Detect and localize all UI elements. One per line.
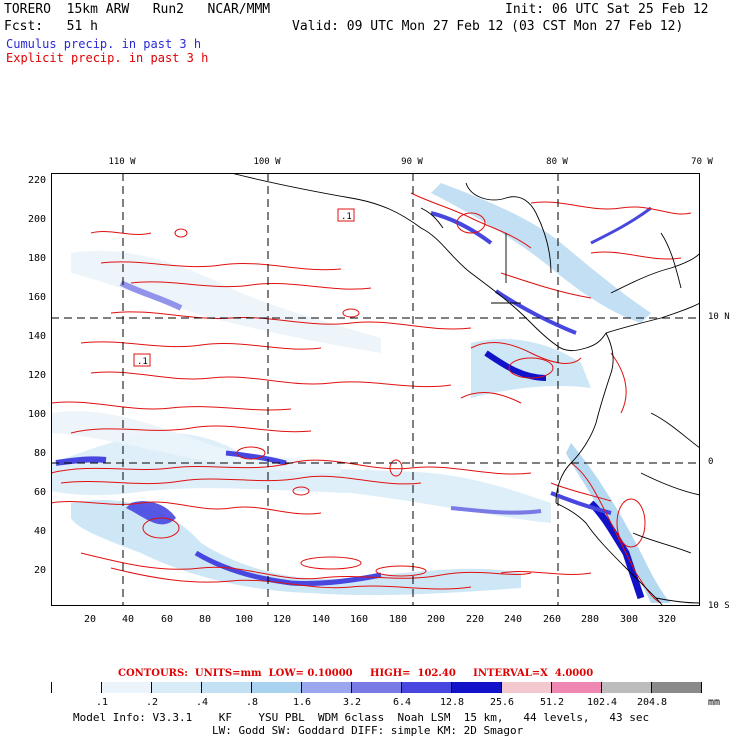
x-tick: 160: [349, 614, 369, 625]
y-tick: 100: [27, 409, 46, 420]
colorbar-value: 102.4: [586, 697, 618, 708]
x-tick: 120: [272, 614, 292, 625]
model-info: Model Info: V3.3.1 KF YSU PBL WDM 6class…: [73, 711, 650, 724]
lat-label-10s: 10 S: [708, 601, 730, 611]
valid-time: Valid: 09 UTC Mon 27 Feb 12 (03 CST Mon …: [292, 19, 684, 34]
y-tick: 20: [33, 565, 46, 576]
x-tick: 20: [83, 614, 97, 625]
colorbar-swatch: [302, 682, 352, 693]
colorbar-value: 3.2: [342, 697, 362, 708]
x-tick: 200: [426, 614, 446, 625]
y-tick: 80: [33, 448, 46, 459]
colorbar-swatch: [202, 682, 252, 693]
x-tick: 180: [388, 614, 408, 625]
colorbar-value: .2: [145, 697, 159, 708]
lon-label-90w: 90 W: [401, 157, 423, 167]
explicit-contours: [51, 192, 692, 604]
colorbar-swatch: [102, 682, 152, 693]
coastlines: [230, 173, 700, 606]
colorbar-swatch: [51, 682, 102, 693]
colorbar-value: 25.6: [489, 697, 515, 708]
x-tick: 240: [503, 614, 523, 625]
y-tick: 60: [33, 487, 46, 498]
x-tick: 220: [465, 614, 485, 625]
y-tick: 40: [33, 526, 46, 537]
lon-label-110w: 110 W: [108, 157, 136, 167]
colorbar-swatch: [252, 682, 302, 693]
colorbar-value: 12.8: [439, 697, 465, 708]
init-time: Init: 06 UTC Sat 25 Feb 12: [505, 2, 709, 17]
cumulus-legend: Cumulus precip. in past 3 h: [6, 37, 202, 51]
x-tick: 100: [234, 614, 254, 625]
explicit-legend: Explicit precip. in past 3 h: [6, 51, 209, 65]
colorbar-swatch: [152, 682, 202, 693]
forecast-hour: Fcst: 51 h: [4, 19, 98, 34]
colorbar-value: 1.6: [292, 697, 312, 708]
contour-label-box: [337, 208, 355, 222]
graticule: [51, 173, 700, 606]
colorbar-swatch: [452, 682, 502, 693]
colorbar-swatch: [352, 682, 402, 693]
lon-label-100w: 100 W: [253, 157, 281, 167]
y-tick: 120: [27, 370, 46, 381]
y-tick: 200: [27, 214, 46, 225]
contour-label-box: [133, 353, 151, 367]
x-tick: 320: [657, 614, 677, 625]
y-tick: 140: [27, 331, 46, 342]
contour-label: .1: [137, 357, 148, 367]
lat-label-0: 0: [708, 457, 714, 467]
colorbar-value: 6.4: [392, 697, 412, 708]
colorbar-value: .8: [245, 697, 259, 708]
lon-label-70w: 70 W: [691, 157, 713, 167]
physics-info: LW: Godd SW: Goddard DIFF: simple KM: 2D…: [212, 724, 524, 737]
x-tick: 80: [198, 614, 212, 625]
contour-label: .1: [341, 212, 352, 222]
colorbar-value: 51.2: [539, 697, 565, 708]
map-frame: [51, 173, 700, 606]
colorbar-swatch: [402, 682, 452, 693]
colorbar-value: .1: [95, 697, 109, 708]
colorbar-swatch: [552, 682, 602, 693]
model-title: TORERO 15km ARW Run2 NCAR/MMM: [4, 2, 271, 17]
x-tick: 300: [619, 614, 639, 625]
lon-label-80w: 80 W: [546, 157, 568, 167]
y-tick: 180: [27, 253, 46, 264]
x-tick: 60: [160, 614, 174, 625]
x-tick: 280: [580, 614, 600, 625]
x-tick: 260: [542, 614, 562, 625]
y-tick: 160: [27, 292, 46, 303]
contour-info: CONTOURS: UNITS=mm LOW= 0.10000 HIGH= 10…: [118, 668, 594, 679]
colorbar-swatch: [602, 682, 652, 693]
y-tick: 220: [27, 175, 46, 186]
lat-label-10n: 10 N: [708, 312, 730, 322]
x-tick: 140: [311, 614, 331, 625]
colorbar-value: .4: [195, 697, 209, 708]
colorbar-swatch: [652, 682, 702, 693]
colorbar-unit: mm: [708, 697, 721, 708]
x-tick: 40: [121, 614, 135, 625]
colorbar-swatch: [502, 682, 552, 693]
precip-map: .1 .1: [51, 173, 700, 606]
colorbar-value: 204.8: [636, 697, 668, 708]
